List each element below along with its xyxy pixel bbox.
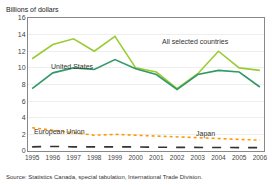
svg-text:2002: 2002 [170, 154, 185, 161]
svg-text:2005: 2005 [232, 154, 247, 161]
svg-text:Japan: Japan [196, 130, 215, 138]
svg-text:12: 12 [18, 48, 26, 55]
svg-text:Source: Statistics Canada, spe: Source: Statistics Canada, special tabul… [6, 174, 203, 180]
svg-text:European Union: European Union [34, 128, 85, 136]
svg-text:8: 8 [22, 81, 26, 88]
svg-text:16: 16 [18, 14, 26, 21]
svg-text:1995: 1995 [25, 154, 40, 161]
svg-text:6: 6 [22, 98, 26, 105]
svg-text:2000: 2000 [128, 154, 143, 161]
svg-text:1997: 1997 [66, 154, 81, 161]
svg-text:United States: United States [51, 63, 94, 70]
svg-text:2: 2 [22, 131, 26, 138]
svg-text:2006: 2006 [253, 154, 268, 161]
svg-text:0: 0 [22, 147, 26, 154]
svg-text:1998: 1998 [87, 154, 102, 161]
svg-text:1999: 1999 [108, 154, 123, 161]
svg-text:10: 10 [18, 64, 26, 71]
svg-text:Billions of dollars: Billions of dollars [6, 6, 59, 13]
svg-text:4: 4 [22, 114, 26, 121]
svg-text:2001: 2001 [149, 154, 164, 161]
svg-text:1996: 1996 [46, 154, 61, 161]
svg-text:2004: 2004 [211, 154, 226, 161]
svg-text:14: 14 [18, 31, 26, 38]
svg-text:All selected countries: All selected countries [162, 38, 229, 45]
svg-text:2003: 2003 [191, 154, 206, 161]
